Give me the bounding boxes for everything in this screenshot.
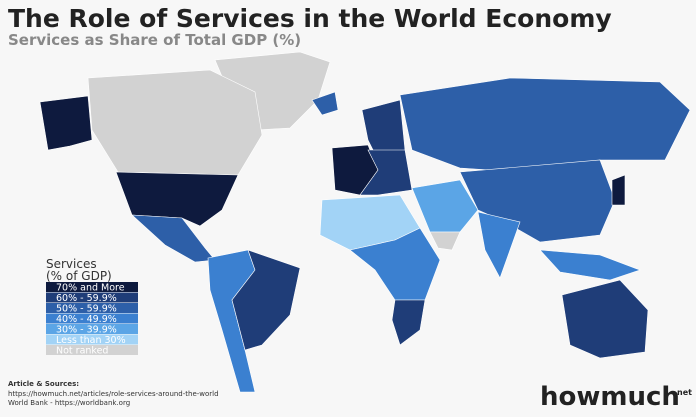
region [87, 69, 263, 176]
legend-swatch [46, 282, 138, 292]
logo-suffix: .net [674, 388, 692, 397]
region [411, 179, 479, 233]
region [539, 249, 641, 281]
region [561, 279, 649, 359]
region [611, 174, 626, 206]
sources: https://howmuch.net/articles/role-servic… [8, 390, 219, 407]
region [349, 227, 441, 301]
region [429, 231, 461, 251]
legend-label: 50% - 59.9% [56, 304, 117, 315]
legend-label: 40% - 49.9% [56, 314, 117, 325]
sources-heading: Article & Sources: [8, 380, 79, 388]
legend-swatch [46, 345, 138, 355]
source-line: https://howmuch.net/articles/role-servic… [8, 390, 219, 398]
title: The Role of Services in the World Econom… [8, 4, 612, 33]
region [399, 77, 691, 173]
legend-label: Not ranked [56, 346, 108, 357]
region [311, 91, 339, 116]
legend-swatch [46, 303, 138, 313]
legend-label: 30% - 39.9% [56, 325, 117, 336]
region [459, 159, 616, 243]
legend-title: Services [46, 257, 97, 271]
region [477, 211, 521, 279]
legend-swatch [46, 334, 138, 345]
legend-swatch [46, 324, 138, 334]
legend-label: Less than 30% [56, 335, 126, 346]
legend-label: 70% and More [56, 283, 125, 294]
world-map [39, 51, 691, 393]
legend-swatch [46, 313, 138, 324]
region [231, 249, 301, 351]
logo: howmuch [540, 382, 680, 412]
region [39, 95, 93, 151]
legend-label: 60% - 59.9% [56, 293, 117, 304]
source-line: World Bank - https://worldbank.org [8, 399, 130, 407]
legend-title: (% of GDP) [46, 269, 112, 283]
region [391, 299, 426, 346]
region [359, 149, 413, 196]
legend-swatch [46, 292, 138, 303]
subtitle: Services as Share of Total GDP (%) [8, 31, 301, 49]
